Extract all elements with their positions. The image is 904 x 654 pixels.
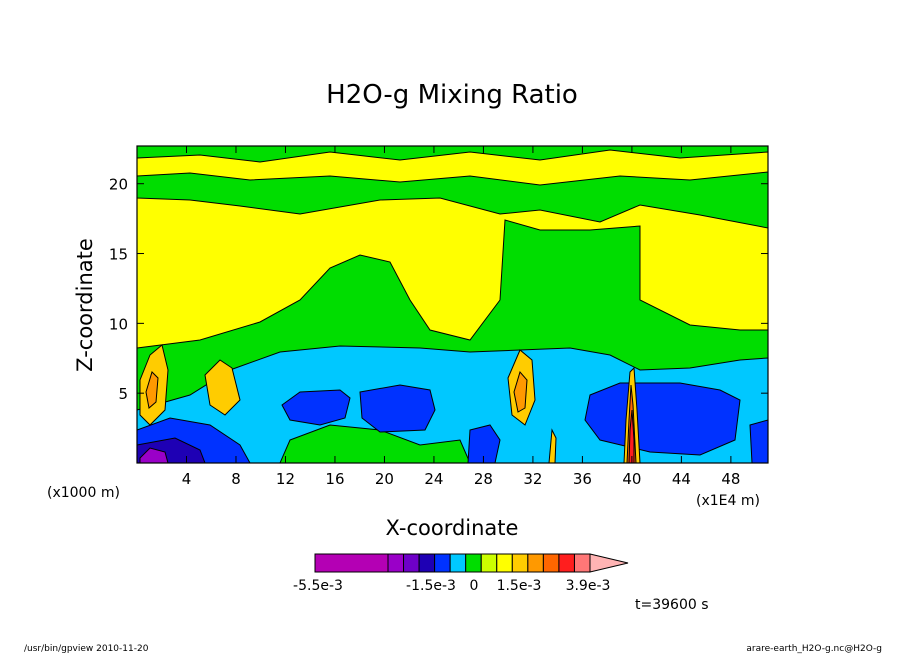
contour-blue-blob: [359, 384, 436, 433]
x-axis: 4 8 12 16 20 24 28 32 36 40 44 48: [182, 146, 740, 488]
y-axis-label: Z-coordinate: [73, 238, 97, 372]
x-tick-label: 40: [622, 470, 641, 488]
x-tick-label: 32: [523, 470, 542, 488]
colorbar-label: 1.5e-3: [497, 578, 542, 594]
x-tick-label: 28: [474, 470, 493, 488]
colorbar-segment: [558, 553, 575, 573]
x-axis-label: X-coordinate: [386, 516, 519, 540]
x-tick-label: 48: [721, 470, 740, 488]
colorbar-label: -1.5e-3: [406, 578, 456, 594]
contour-blue-blob: [281, 389, 351, 426]
contour-field: [137, 146, 768, 463]
colorbar-segment: [418, 553, 436, 573]
colorbar-segment: [449, 553, 467, 573]
contour-blue-blob: [584, 382, 741, 456]
y-tick-label: 5: [118, 385, 128, 403]
colorbar-labels: -5.5e-3 -1.5e-3 0 1.5e-3 3.9e-3: [293, 578, 610, 594]
colorbar-segment: [480, 553, 498, 573]
footer-left: /usr/bin/gpview 2010-11-20: [24, 644, 149, 654]
x-tick-label: 20: [375, 470, 394, 488]
x-tick-label: 4: [182, 470, 192, 488]
colorbar: [314, 553, 629, 573]
colorbar-segment: [542, 553, 560, 573]
contour-plume: [204, 359, 241, 416]
x-tick-label: 24: [424, 470, 443, 488]
y-tick-label: 20: [109, 176, 128, 194]
colorbar-segment: [387, 553, 405, 573]
colorbar-segment: [527, 553, 544, 573]
x-tick-label: 36: [573, 470, 592, 488]
colorbar-segment: [314, 553, 389, 573]
x-units-left: (x1000 m): [47, 485, 120, 501]
chart-title: H2O-g Mixing Ratio: [326, 80, 578, 110]
footer-right: arare-earth_H2O-g.nc@H2O-g: [746, 644, 882, 654]
y-tick-label: 15: [109, 246, 128, 264]
colorbar-segment: [496, 553, 513, 573]
x-tick-label: 16: [325, 470, 344, 488]
contour-purple-core: [139, 447, 169, 463]
colorbar-extend-arrow: [589, 553, 629, 573]
plot-frame: [136, 145, 769, 464]
x-units-right: (x1E4 m): [696, 493, 760, 509]
x-tick-label: 12: [276, 470, 295, 488]
y-axis: 5 10 15 20: [109, 176, 768, 403]
colorbar-segment: [573, 553, 591, 573]
colorbar-segment: [465, 553, 482, 573]
colorbar-segment: [434, 553, 451, 573]
colorbar-label: 3.9e-3: [566, 578, 611, 594]
time-label: t=39600 s: [635, 597, 709, 613]
colorbar-label: 0: [470, 578, 479, 594]
y-tick-label: 10: [109, 315, 128, 333]
colorbar-label: -5.5e-3: [293, 578, 343, 594]
colorbar-segment: [511, 553, 529, 573]
colorbar-segment: [403, 553, 420, 573]
x-tick-label: 8: [231, 470, 241, 488]
x-tick-label: 44: [672, 470, 691, 488]
